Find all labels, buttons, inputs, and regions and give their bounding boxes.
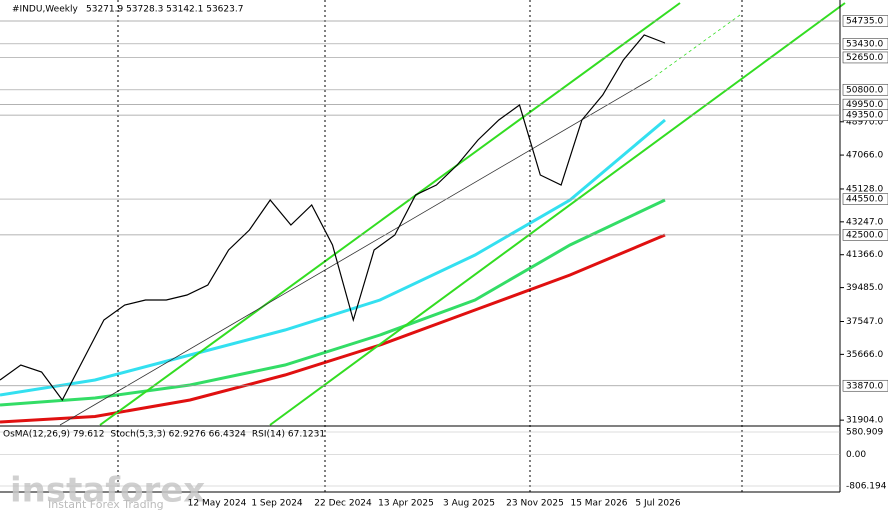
watermark-brand: instaforex: [10, 471, 205, 511]
x-tick-label: 1 Sep 2024: [251, 499, 303, 509]
watermark-tagline: Instant Forex Trading: [48, 498, 164, 511]
channel-lower: [269, 2, 846, 426]
symbol: #INDU,Weekly: [12, 5, 78, 15]
x-tick-label: 23 Nov 2025: [506, 499, 564, 509]
level-label: 42500.0: [846, 230, 883, 240]
level-box: [842, 83, 888, 96]
y-tick-label: 41366.0: [846, 250, 883, 260]
y-tick-label: 45128.0: [846, 184, 883, 194]
indicator-label: OsMA(12,26,9) 79.612: [3, 430, 104, 440]
y-tick-label: 48970.0: [846, 117, 883, 127]
price-line: [0, 34, 666, 402]
level-box: [842, 379, 888, 392]
x-tick-label: 5 Jul 2026: [635, 499, 680, 509]
level-box: [842, 109, 888, 121]
vertical-grid: [117, 0, 743, 492]
trend-line: [59, 79, 651, 426]
moving-average: [0, 198, 666, 407]
trend-extension: [649, 14, 741, 81]
y-tick-label: 47066.0: [846, 151, 883, 161]
moving-average: [0, 233, 666, 424]
indicator-label: Stoch(5,3,3) 62.9276 66.4324: [110, 430, 246, 440]
level-label: 52650.0: [846, 53, 883, 63]
level-label: 54735.0: [846, 16, 883, 26]
level-label: 44550.0: [846, 195, 883, 205]
x-tick-label: 22 Dec 2024: [314, 499, 372, 509]
y-tick-label: 35666.0: [846, 350, 883, 360]
level-label: 49950.0: [846, 100, 883, 110]
x-tick-label: 3 Aug 2025: [443, 499, 495, 509]
indicator-label: RSI(14) 67.1231: [252, 430, 325, 440]
ohlc: 53271.9 53728.3 53142.1 53623.7: [86, 5, 243, 15]
x-tick-label: 15 Mar 2026: [570, 499, 627, 509]
y-tick-label: 37547.0: [846, 317, 883, 327]
y-tick-label: 31904.0: [846, 416, 883, 426]
channel-upper: [99, 2, 681, 426]
level-box: [842, 38, 888, 50]
level-box: [842, 51, 888, 64]
level-label: 50800.0: [846, 85, 883, 95]
x-tick-label: 13 Apr 2025: [378, 499, 434, 509]
level-box: [842, 15, 888, 27]
indicator-tick-label: 0.00: [846, 450, 866, 460]
level-label: 53430.0: [846, 39, 883, 49]
x-tick-label: 12 May 2024: [188, 499, 247, 509]
y-tick-label: 39485.0: [846, 283, 883, 293]
level-box: [842, 229, 888, 241]
indicator-tick-label: -806.194: [846, 482, 887, 492]
y-tick-label: 43247.0: [846, 217, 883, 227]
moving-average: [0, 118, 666, 397]
level-label: 49350.0: [846, 111, 883, 121]
level-label: 33870.0: [846, 381, 883, 391]
indicator-tick-label: 580.909: [846, 428, 883, 438]
level-box: [842, 193, 888, 205]
